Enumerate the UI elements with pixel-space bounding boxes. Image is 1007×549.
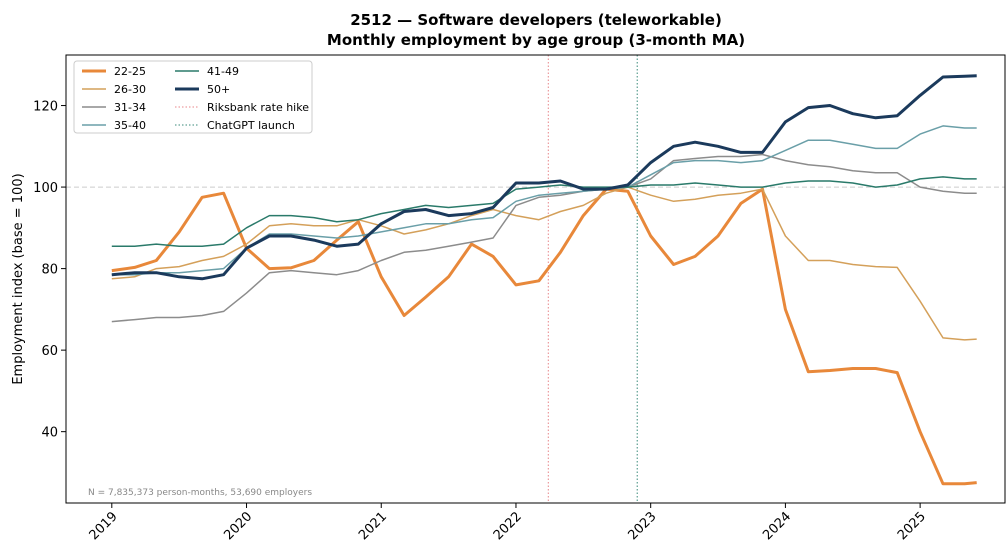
- y-tick-label: 120: [33, 100, 58, 115]
- legend-label: Riksbank rate hike: [207, 101, 309, 114]
- series-line: [111, 187, 977, 486]
- legend: 22-25 26-30 31-34 35-40 41-49 50+ Riksbank rat…: [73, 60, 313, 134]
- y-tick-label: 100: [33, 181, 58, 196]
- legend-label: 31-34: [114, 101, 146, 114]
- chart-title: 2512 — Software developers (teleworkable…: [350, 11, 722, 29]
- legend-label: 50+: [207, 83, 230, 96]
- x-tick-label: 2020: [221, 509, 255, 543]
- legend-label: 41-49: [207, 65, 239, 78]
- footnote: N = 7,835,373 person-months, 53,690 empl…: [88, 488, 312, 498]
- x-tick-label: 2025: [895, 509, 929, 543]
- y-tick-label: 40: [41, 426, 58, 441]
- x-tick-label: 2019: [87, 509, 121, 543]
- series-line: [111, 186, 977, 341]
- x-tick-label: 2022: [491, 509, 525, 543]
- legend-label: 22-25: [114, 65, 146, 78]
- x-tick-label: 2023: [626, 509, 660, 543]
- y-tick-label: 80: [41, 263, 58, 278]
- series-line: [111, 176, 977, 247]
- chart-subtitle: Monthly employment by age group (3-month…: [327, 31, 745, 49]
- series-line: [111, 153, 977, 323]
- y-axis-label: Employment index (base = 100): [11, 173, 26, 384]
- x-tick-label: 2021: [356, 509, 390, 543]
- legend-label: 26-30: [114, 83, 146, 96]
- legend-box: [73, 60, 313, 134]
- series-line: [111, 74, 977, 281]
- x-tick-label: 2024: [760, 509, 794, 543]
- legend-label: 35-40: [114, 119, 146, 132]
- plot-frame: [65, 54, 1006, 504]
- y-tick-label: 60: [41, 344, 58, 359]
- legend-label: ChatGPT launch: [207, 119, 295, 132]
